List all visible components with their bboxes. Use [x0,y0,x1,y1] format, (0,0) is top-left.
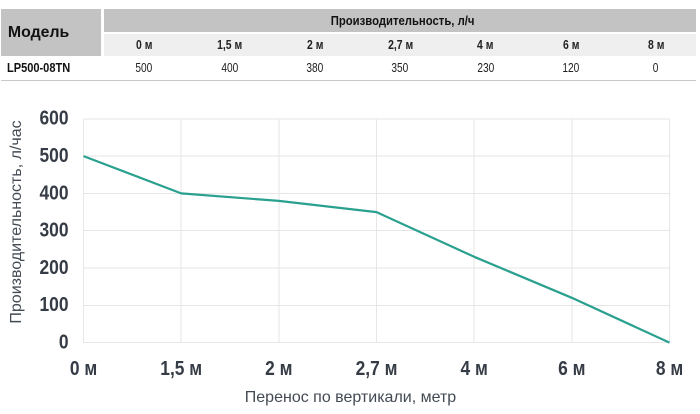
svg-text:Перенос по вертикали, метр: Перенос по вертикали, метр [245,389,457,406]
svg-text:2,7 м: 2,7 м [356,357,398,379]
svg-text:100: 100 [39,293,68,315]
svg-text:Производительность, л/час: Производительность, л/час [8,120,25,323]
svg-text:0 м: 0 м [70,357,97,379]
svg-text:200: 200 [39,256,68,278]
svg-text:600: 600 [39,107,68,129]
svg-text:4 м: 4 м [461,357,488,379]
svg-text:0: 0 [59,330,69,352]
svg-text:2 м: 2 м [265,357,292,379]
svg-text:1,5 м: 1,5 м [160,357,202,379]
svg-text:8 м: 8 м [656,357,683,379]
svg-text:500: 500 [39,144,68,166]
svg-text:400: 400 [39,181,68,203]
svg-text:6 м: 6 м [558,357,585,379]
svg-text:300: 300 [39,218,68,240]
